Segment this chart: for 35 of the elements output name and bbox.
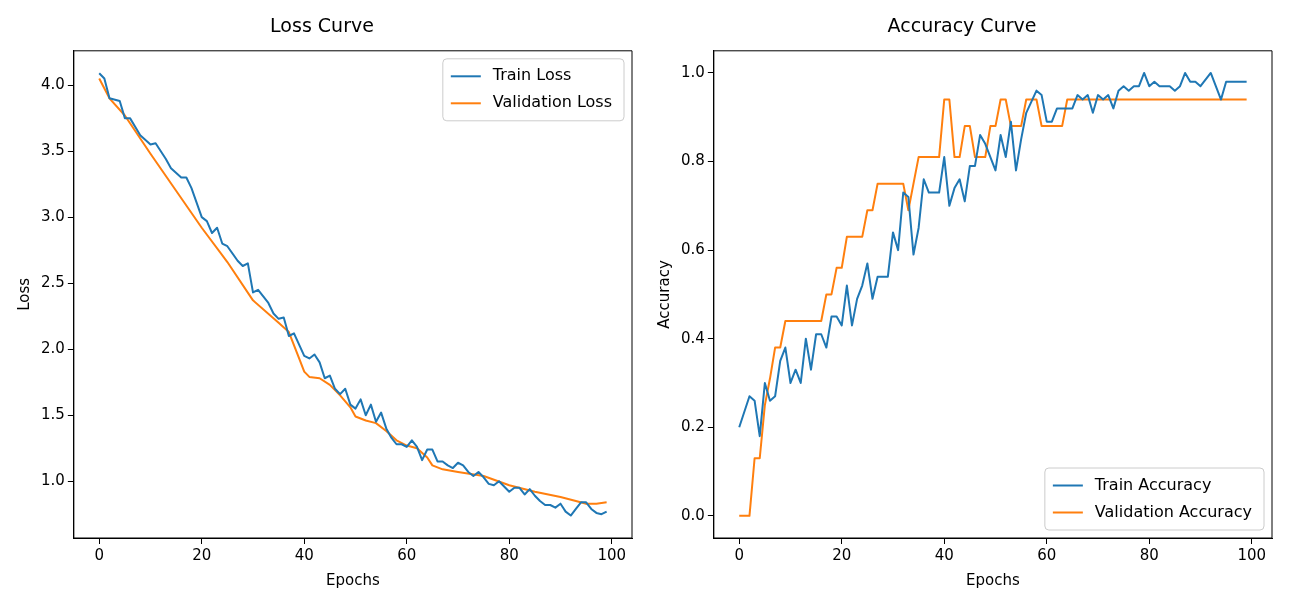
x-tick-label: 20 bbox=[832, 545, 852, 564]
y-axis-title: Accuracy bbox=[654, 260, 673, 329]
y-tick-label: 3.5 bbox=[41, 141, 65, 160]
x-tick-label: 0 bbox=[734, 545, 744, 564]
x-tick-label: 80 bbox=[1139, 545, 1159, 564]
legend-label: Train Loss bbox=[491, 65, 572, 85]
x-tick-label: 80 bbox=[499, 545, 519, 564]
x-axis-title: Epochs bbox=[326, 570, 380, 589]
y-tick-label: 0.0 bbox=[681, 505, 705, 524]
y-tick-label: 4.0 bbox=[41, 75, 65, 94]
x-tick-label: 40 bbox=[294, 545, 314, 564]
x-tick-label: 0 bbox=[94, 545, 104, 564]
x-axis-title: Epochs bbox=[966, 570, 1020, 589]
x-tick-label: 60 bbox=[1037, 545, 1057, 564]
y-tick-label: 2.5 bbox=[41, 273, 65, 292]
x-tick-label: 60 bbox=[397, 545, 417, 564]
y-tick-label: 1.5 bbox=[41, 405, 65, 424]
legend-label: Train Accuracy bbox=[1093, 474, 1212, 494]
x-tick-label: 100 bbox=[1237, 545, 1267, 564]
chart-title: Accuracy Curve bbox=[887, 14, 1037, 37]
legend-label: Validation Loss bbox=[492, 92, 612, 112]
x-tick-label: 100 bbox=[597, 545, 627, 564]
y-tick-label: 0.4 bbox=[681, 328, 705, 347]
y-tick-label: 0.2 bbox=[681, 417, 705, 436]
y-tick-label: 3.0 bbox=[41, 207, 65, 226]
y-tick-label: 1.0 bbox=[41, 471, 65, 490]
legend-label: Validation Accuracy bbox=[1094, 501, 1252, 521]
y-axis-title: Loss bbox=[14, 277, 33, 311]
chart-title: Loss Curve bbox=[270, 14, 374, 37]
y-tick-label: 2.0 bbox=[41, 339, 65, 358]
x-tick-label: 20 bbox=[192, 545, 212, 564]
x-tick-label: 40 bbox=[934, 545, 954, 564]
y-tick-label: 0.6 bbox=[681, 240, 705, 258]
y-tick-label: 0.8 bbox=[681, 151, 705, 170]
y-tick-label: 1.0 bbox=[681, 62, 705, 81]
